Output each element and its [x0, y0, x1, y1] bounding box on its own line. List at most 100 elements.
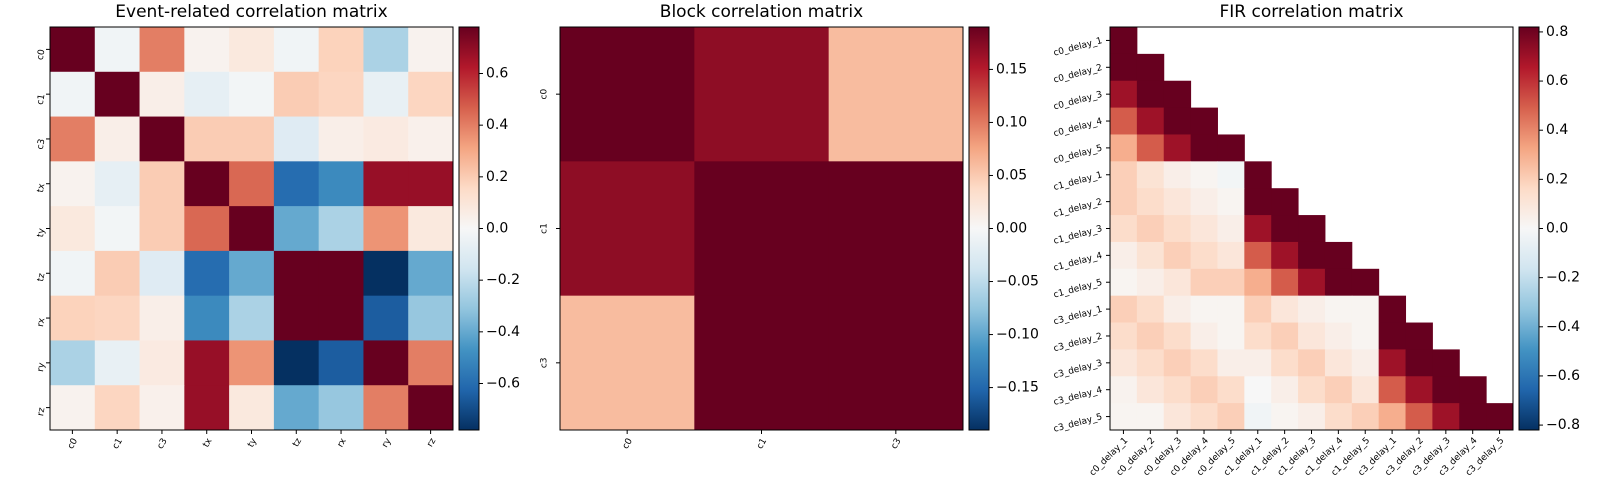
x-tick-label: tx: [201, 436, 214, 449]
heatmap-cell: [1136, 349, 1165, 377]
heatmap-cell: [1163, 188, 1192, 216]
heatmap-cell: [1110, 241, 1138, 270]
heatmap-cell: [139, 161, 185, 207]
heatmap-cell: [560, 161, 695, 297]
heatmap-cell: [828, 27, 964, 162]
heatmap-cell: [1110, 80, 1138, 109]
heatmap-cell: [1271, 322, 1299, 350]
heatmap-cell: [273, 340, 320, 386]
heatmap-cell: [139, 385, 185, 431]
heatmap-cell: [828, 295, 964, 431]
heatmap-cell: [1217, 161, 1245, 189]
heatmap-cell: [1136, 241, 1165, 270]
heatmap-cell: [1432, 376, 1460, 404]
colorbar-tick-label: 0.00: [996, 221, 1027, 237]
heatmap-cell: [229, 71, 275, 118]
heatmap-cell: [1351, 268, 1380, 297]
heatmap-cell: [139, 295, 185, 341]
heatmap-cell: [1163, 349, 1192, 377]
heatmap-cell: [363, 250, 409, 297]
heatmap-cell: [50, 250, 96, 297]
heatmap-cell: [1217, 376, 1245, 404]
y-tick-label: c0_delay_1: [1053, 36, 1104, 59]
heatmap-cell: [50, 340, 96, 386]
y-tick-label: ry: [36, 361, 48, 372]
chart-title: Event-related correlation matrix: [115, 2, 387, 22]
heatmap-cell: [1110, 134, 1138, 162]
heatmap-cell: [1405, 403, 1433, 431]
heatmap-cell: [1244, 161, 1272, 189]
x-tick-label: ry: [380, 436, 394, 449]
y-tick-label: tx: [36, 182, 48, 193]
heatmap-cell: [1190, 268, 1218, 297]
heatmap-cell: [184, 295, 230, 341]
heatmap-cell: [363, 161, 409, 207]
y-tick-label: c0_delay_4: [1053, 117, 1104, 140]
y-tick-label: c3_delay_3: [1053, 358, 1104, 381]
heatmap-cell: [273, 295, 320, 341]
heatmap-cell: [1324, 241, 1353, 270]
heatmap-cell: [1298, 295, 1326, 324]
heatmap-cell: [1190, 403, 1218, 431]
heatmap-cell: [1351, 349, 1380, 377]
x-tick-label: c3: [156, 437, 170, 451]
heatmap-cell: [1190, 241, 1218, 270]
heatmap-cell: [1432, 349, 1460, 377]
heatmap-cell: [318, 340, 364, 386]
heatmap-cell: [1163, 80, 1192, 109]
y-tick-label: c3_delay_5: [1053, 412, 1104, 435]
heatmap-cell: [1163, 161, 1192, 189]
heatmap-cell: [139, 206, 185, 252]
heatmap-cell: [184, 340, 230, 386]
heatmap-cell: [1190, 295, 1218, 324]
colorbar-tick-label: 0.05: [996, 167, 1027, 183]
heatmap-cell: [229, 340, 275, 386]
heatmap-cell: [1298, 215, 1326, 243]
chart-title: Block correlation matrix: [660, 2, 863, 22]
heatmap-cell: [1190, 376, 1218, 404]
heatmap-cell: [828, 161, 964, 297]
colorbar-tick-label: 0.6: [486, 66, 508, 82]
heatmap-cell: [1459, 403, 1487, 431]
heatmap-cell: [1190, 134, 1218, 162]
y-tick-label: c1_delay_3: [1053, 224, 1104, 247]
heatmap-cell: [1190, 322, 1218, 350]
heatmap-cell: [50, 295, 96, 341]
heatmap-cell: [139, 340, 185, 386]
heatmap-cell: [1271, 403, 1299, 431]
heatmap-cell: [1298, 349, 1326, 377]
heatmap-cell: [1136, 107, 1165, 135]
heatmap-cell: [1405, 376, 1433, 404]
heatmap-cell: [184, 71, 230, 118]
heatmap-cell: [1136, 215, 1165, 243]
colorbar-tick-label: 0.8: [1546, 24, 1568, 40]
heatmap-cell: [1432, 403, 1460, 431]
heatmap-cell: [1163, 241, 1192, 270]
heatmap-cell: [318, 161, 364, 207]
heatmap-cell: [1110, 215, 1138, 243]
y-tick-label: c1: [36, 93, 48, 105]
heatmap-cell: [1136, 322, 1165, 350]
heatmap-cell: [1163, 322, 1192, 350]
heatmap-cell: [94, 71, 141, 118]
heatmap-cell: [1110, 27, 1138, 55]
heatmap-cell: [1217, 295, 1245, 324]
heatmap-cell: [408, 71, 454, 118]
y-tick-label: c3_delay_2: [1053, 332, 1104, 355]
heatmap-cell: [363, 71, 409, 118]
heatmap-cell: [1298, 403, 1326, 431]
heatmap-cell: [1217, 403, 1245, 431]
heatmap-cell: [184, 161, 230, 207]
heatmap-cell: [408, 27, 454, 73]
heatmap-cell: [50, 71, 96, 118]
heatmap-cell: [1163, 215, 1192, 243]
y-tick-label: ty: [36, 227, 48, 238]
heatmap-cell: [1271, 188, 1299, 216]
colorbar-tick-label: −0.8: [1546, 417, 1580, 433]
heatmap-cell: [318, 27, 364, 73]
heatmap-cell: [94, 250, 141, 297]
heatmap-cell: [1244, 268, 1272, 297]
heatmap-cell: [1244, 188, 1272, 216]
colorbar-tick-label: −0.2: [486, 272, 520, 288]
